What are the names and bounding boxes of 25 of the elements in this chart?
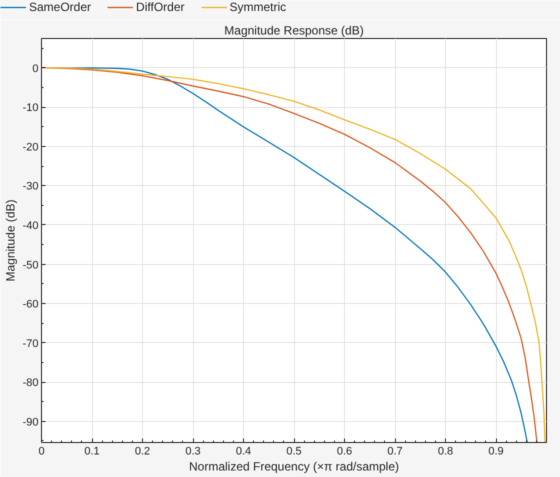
x-tick-label: 0.7: [387, 446, 403, 458]
y-tick-label: -50: [22, 259, 39, 272]
legend-label: SameOrder: [29, 0, 92, 14]
y-tick-label: -10: [22, 102, 39, 114]
x-tick-label: 0.9: [488, 446, 504, 458]
y-axis-title: Magnitude (dB): [4, 199, 18, 282]
y-tick-label: -80: [22, 377, 39, 390]
y-tick-label: -60: [22, 298, 39, 311]
chart-title: Magnitude Response (dB): [224, 24, 364, 38]
y-tick-label: -70: [22, 338, 39, 350]
x-tick-label: 0.3: [185, 446, 201, 458]
y-tick-label: -90: [22, 416, 39, 428]
x-tick-label: 0.1: [84, 446, 100, 458]
legend-label: Symmetric: [230, 0, 286, 14]
x-tick-label: 0.2: [134, 446, 150, 458]
x-tick-label: 0.8: [438, 446, 454, 458]
x-tick-label: 0.6: [336, 446, 352, 458]
x-tick-label: 0.4: [236, 446, 252, 458]
x-tick-label: 0.5: [286, 446, 302, 458]
y-tick-label: -30: [22, 180, 39, 193]
x-axis-title: Normalized Frequency (×π rad/sample): [188, 460, 400, 474]
y-tick-label: 0: [32, 62, 39, 75]
legend-label: DiffOrder: [136, 0, 184, 14]
y-tick-label: -20: [22, 141, 39, 154]
y-tick-label: -40: [22, 220, 39, 232]
